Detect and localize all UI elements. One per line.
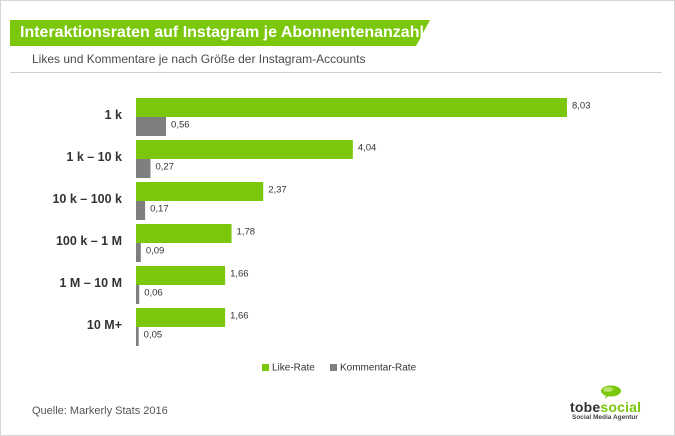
like-rate-value-label: 2,37 xyxy=(268,185,287,196)
comment-rate-bar xyxy=(136,243,141,262)
comment-rate-value-label: 0,09 xyxy=(146,246,165,257)
like-rate-bar xyxy=(136,182,264,201)
source-note: Quelle: Markerly Stats 2016 xyxy=(32,405,168,417)
category-label: 1 k – 10 k xyxy=(66,150,122,164)
comment-rate-bar xyxy=(136,159,151,178)
comment-rate-value-label: 0,17 xyxy=(150,204,169,215)
legend-like-label: Like-Rate xyxy=(272,363,315,374)
like-rate-value-label: 4,04 xyxy=(358,143,377,154)
legend-comment-label: Kommentar-Rate xyxy=(340,363,417,374)
comment-rate-value-label: 0,27 xyxy=(155,162,174,173)
logo-wordmark: tobesocial xyxy=(570,399,641,415)
category-label: 1 M – 10 M xyxy=(59,276,122,290)
like-rate-bar xyxy=(136,266,226,285)
chart-title: Interaktionsraten auf Instagram je Abonn… xyxy=(20,24,424,41)
logo-tagline: Social Media Agentur xyxy=(572,414,638,421)
title-banner xyxy=(10,20,430,46)
logo-word-part1: tobe xyxy=(570,399,601,415)
like-rate-value-label: 1,66 xyxy=(230,311,249,322)
comment-rate-bar xyxy=(136,117,167,136)
comment-rate-bar xyxy=(136,327,139,346)
like-rate-value-label: 1,78 xyxy=(237,227,256,238)
comment-rate-value-label: 0,56 xyxy=(171,120,190,131)
like-rate-bar xyxy=(136,140,353,159)
chart-subtitle: Likes und Kommentare je nach Größe der I… xyxy=(32,52,366,66)
comment-rate-value-label: 0,05 xyxy=(144,330,163,341)
tobesocial-logo: tobesocial Social Media Agentur xyxy=(570,385,655,425)
legend-like-swatch xyxy=(262,364,269,371)
like-rate-value-label: 8,03 xyxy=(572,101,591,112)
legend-comment-swatch xyxy=(330,364,337,371)
like-rate-value-label: 1,66 xyxy=(230,269,249,280)
category-label: 10 k – 100 k xyxy=(52,192,122,206)
logo-speech-bubble-icon xyxy=(601,385,621,399)
comment-rate-bar xyxy=(136,285,140,304)
category-label: 10 M+ xyxy=(87,318,122,332)
divider xyxy=(10,72,662,73)
comment-rate-bar xyxy=(136,201,146,220)
comment-rate-value-label: 0,06 xyxy=(144,288,163,299)
category-label: 100 k – 1 M xyxy=(56,234,122,248)
category-label: 1 k xyxy=(105,108,122,122)
like-rate-bar xyxy=(136,224,232,243)
logo-word-part2: social xyxy=(600,399,642,415)
like-rate-bar xyxy=(136,98,567,117)
like-rate-bar xyxy=(136,308,226,327)
